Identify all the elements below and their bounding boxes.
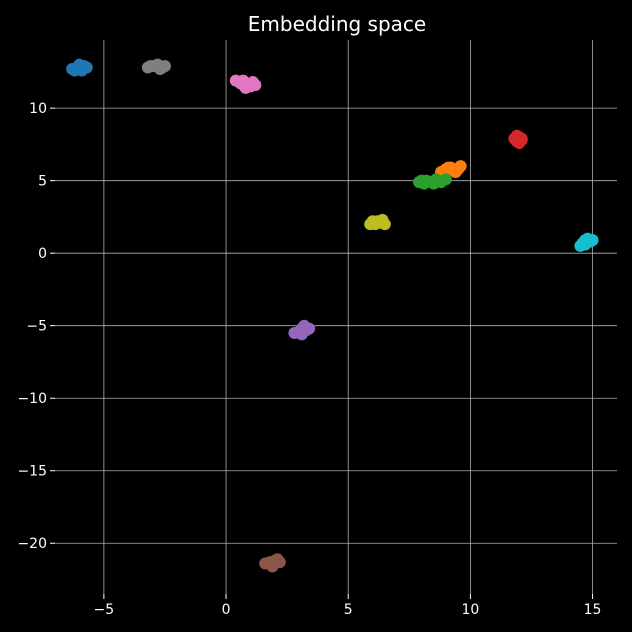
- scatter-point: [439, 173, 452, 186]
- scatter-point: [454, 160, 467, 173]
- scatter-point: [154, 63, 167, 76]
- scatter-point: [295, 328, 308, 341]
- y-tick-label: −10: [17, 391, 47, 407]
- scatter-point: [515, 132, 528, 145]
- scatter-point: [249, 78, 262, 91]
- x-tick-label: 10: [461, 602, 479, 618]
- x-tick-label: 0: [222, 602, 231, 618]
- y-tick-label: −5: [26, 319, 47, 335]
- grid-lines: [55, 40, 617, 594]
- y-tick-label: −15: [17, 464, 47, 480]
- scatter-point: [266, 558, 279, 571]
- scatter-series-3: [229, 74, 262, 94]
- scatter-point: [415, 174, 428, 187]
- scatter-series-10: [259, 553, 286, 573]
- y-axis-ticks: −20 −15 −10 −5 0 5 10: [17, 101, 55, 552]
- x-tick-label: −5: [94, 602, 115, 618]
- scatter-point: [144, 60, 157, 73]
- scatter-series-8: [574, 232, 599, 252]
- scatter-point: [73, 63, 86, 76]
- scatter-series-2: [141, 58, 171, 76]
- y-tick-label: 10: [29, 101, 47, 117]
- scatter-series-5: [435, 160, 467, 178]
- scatter-point: [579, 238, 592, 251]
- scatter-series-7: [364, 213, 391, 231]
- scatter-points: [66, 58, 599, 573]
- scatter-point: [371, 215, 384, 228]
- scatter-series-1: [66, 58, 93, 77]
- scatter-series-4: [508, 129, 528, 149]
- y-tick-label: 0: [38, 246, 47, 262]
- y-tick-label: 5: [38, 174, 47, 190]
- chart-title: Embedding space: [248, 12, 426, 36]
- scatter-series-9: [288, 319, 316, 341]
- y-tick-label: −20: [17, 536, 47, 552]
- x-tick-label: 15: [584, 602, 602, 618]
- scatter-point: [444, 161, 457, 174]
- scatter-series-6: [413, 173, 452, 190]
- scatter-point: [239, 81, 252, 94]
- x-axis-ticks: −5 0 5 10 15: [94, 594, 602, 618]
- scatter-point: [427, 177, 440, 190]
- x-tick-label: 5: [344, 602, 353, 618]
